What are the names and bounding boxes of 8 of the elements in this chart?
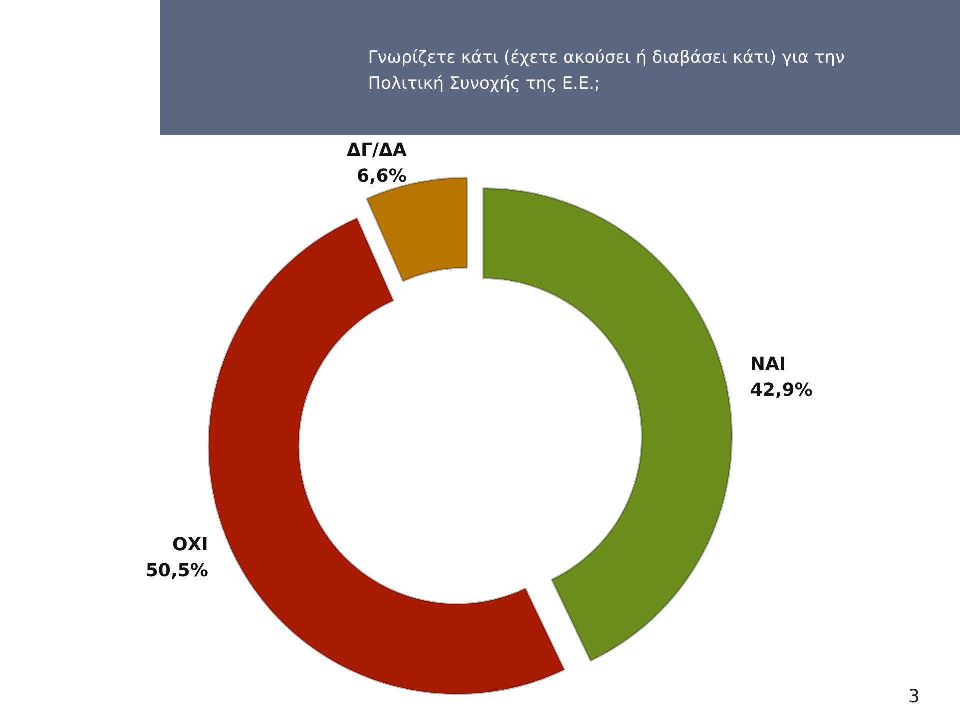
- slice-label: ΝΑΙ: [750, 354, 786, 376]
- text: 3: [908, 686, 920, 708]
- data-label: 6,6%: [356, 166, 407, 188]
- slice-label: ΟΧΙ: [172, 534, 208, 556]
- slice-label: ΔΓ/ΔΑ: [347, 140, 407, 162]
- data-label: 50,5%: [146, 560, 208, 582]
- chart-title: Γνωρίζετε κάτι (έχετε ακούσει ή διαβάσει κάτι) για την Πολιτική Συνοχής της Ε.Ε.;: [368, 48, 846, 94]
- data-label: 42,9%: [750, 380, 813, 402]
